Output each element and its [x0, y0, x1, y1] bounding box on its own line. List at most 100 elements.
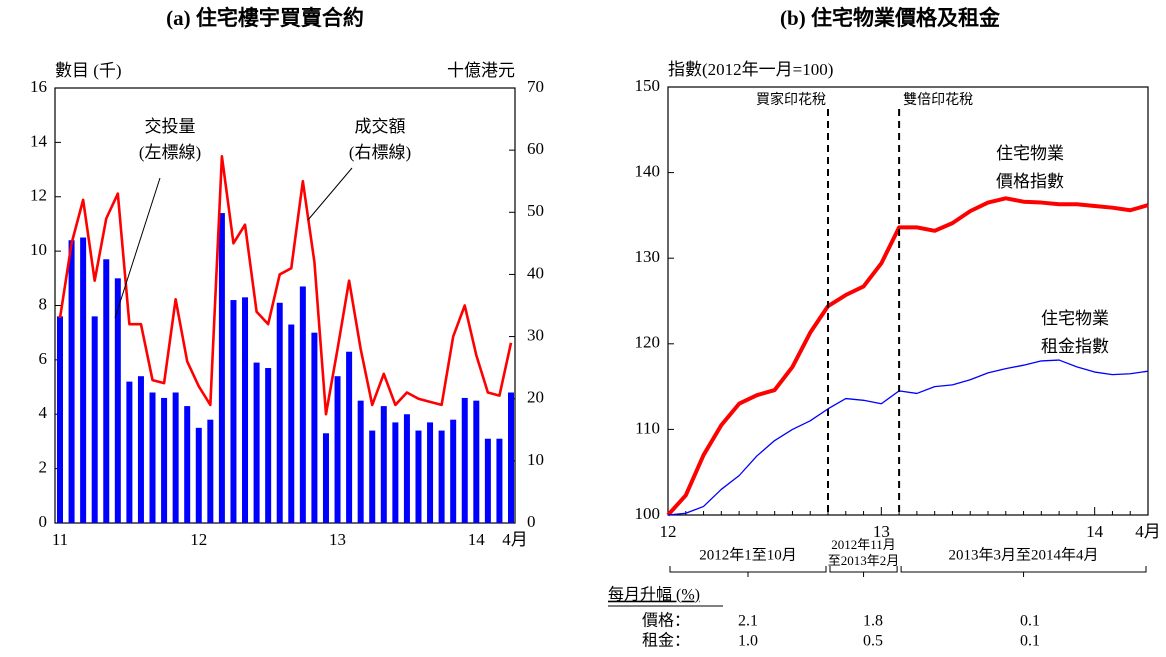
y2-tick-label: 20	[527, 388, 544, 407]
bar	[334, 376, 341, 523]
x-tick-label: 14	[1086, 522, 1104, 541]
series-label: 租金指數	[1041, 337, 1109, 356]
bar	[461, 397, 468, 523]
leader-line	[307, 167, 353, 221]
y2-tick-label: 70	[527, 77, 544, 96]
bar	[427, 422, 434, 523]
table-title: 每月升幅 (%)	[608, 586, 700, 604]
period-label: 至2013年2月	[828, 553, 900, 568]
line	[666, 196, 1149, 517]
leader-line	[114, 177, 161, 319]
bar	[288, 324, 295, 523]
x-tick-label: 13	[873, 522, 890, 541]
table-value: 1.8	[863, 613, 883, 630]
table-value: 2.1	[738, 613, 758, 630]
bar	[126, 381, 133, 523]
table-value: 0.1	[1020, 633, 1040, 650]
y2-axis-label: 十億港元	[447, 61, 515, 80]
event-label: 買家印花稅	[756, 91, 826, 108]
bar	[392, 422, 399, 523]
y2-tick-label: 50	[527, 201, 544, 220]
y2-tick-label: 40	[527, 263, 544, 282]
y2-tick-label: 60	[527, 139, 544, 158]
y-tick-label: 4	[39, 403, 48, 422]
bar	[265, 368, 272, 523]
period-bracket	[829, 566, 898, 577]
event-label: 雙倍印花稅	[903, 92, 973, 108]
bar	[184, 406, 191, 523]
series-label: 住宅物業	[996, 144, 1064, 163]
bar	[57, 316, 63, 523]
period-label: 2012年11月	[831, 537, 896, 552]
bar	[369, 430, 376, 523]
y2-tick-label: 30	[527, 325, 544, 344]
bar	[207, 419, 214, 523]
y-tick-label: 6	[39, 349, 48, 368]
y-tick-label: 2	[39, 458, 48, 477]
plot-frame	[667, 86, 1149, 516]
bar	[403, 414, 410, 523]
line	[667, 359, 1149, 516]
bar	[496, 438, 503, 523]
bar	[242, 297, 249, 523]
bar	[484, 438, 491, 523]
y-tick-label: 12	[30, 186, 47, 205]
x-tick-label: 12	[660, 522, 677, 541]
series-label: 交投量	[145, 117, 196, 136]
y-tick-label: 120	[635, 333, 661, 352]
bar	[380, 406, 387, 523]
y-tick-label: 150	[635, 76, 661, 95]
plot-frame	[54, 87, 516, 524]
x-tick-label: 12	[190, 530, 207, 549]
bar	[80, 237, 87, 523]
x-tick-label: 13	[329, 530, 346, 549]
bar	[311, 332, 318, 523]
period-label: 2013年3月至2014年4月	[949, 546, 1099, 563]
x-tick-label: 4月	[502, 530, 528, 549]
bar	[172, 392, 179, 523]
bar	[473, 400, 480, 523]
table-value: 0.5	[863, 633, 883, 650]
y-axis-label: 數目 (千)	[55, 61, 122, 80]
x-tick-label: 11	[52, 530, 68, 549]
row-label: 租金：	[642, 632, 690, 650]
bar	[357, 400, 364, 523]
series-label: 價格指數	[996, 172, 1064, 191]
y-tick-label: 110	[635, 418, 660, 437]
chart-title: (a) 住宅樓宇買賣合約	[166, 6, 364, 30]
line	[58, 155, 513, 416]
series-note: (左標線)	[139, 143, 201, 162]
y-tick-label: 8	[39, 294, 48, 313]
period-bracket	[900, 566, 1147, 577]
series-note: (右標線)	[349, 143, 411, 162]
bar	[161, 397, 168, 523]
y-axis-label: 指數(2012年一月=100)	[668, 60, 833, 79]
bar	[103, 259, 110, 523]
bar	[230, 300, 237, 523]
bar	[415, 430, 422, 523]
bar	[68, 240, 75, 523]
y-tick-label: 14	[30, 131, 48, 150]
y2-tick-label: 10	[527, 450, 544, 469]
period-bracket	[669, 566, 827, 577]
bar	[438, 430, 445, 523]
bar	[91, 316, 98, 523]
x-tick-label: 4月	[1135, 522, 1161, 541]
bar	[114, 278, 121, 523]
chart-title: (b) 住宅物業價格及租金	[780, 6, 1001, 30]
y2-tick-label: 0	[527, 512, 536, 531]
bar	[450, 419, 457, 523]
y-tick-label: 0	[39, 512, 48, 531]
table-value: 0.1	[1020, 613, 1040, 630]
y-tick-label: 130	[635, 247, 661, 266]
table-value: 1.0	[738, 633, 758, 650]
y-tick-label: 10	[30, 240, 47, 259]
y-tick-label: 100	[635, 504, 661, 523]
bar	[276, 302, 283, 523]
bar	[137, 376, 144, 523]
bar	[322, 433, 329, 523]
series-label: 住宅物業	[1041, 309, 1109, 328]
bar	[218, 213, 225, 523]
bar	[299, 286, 306, 523]
